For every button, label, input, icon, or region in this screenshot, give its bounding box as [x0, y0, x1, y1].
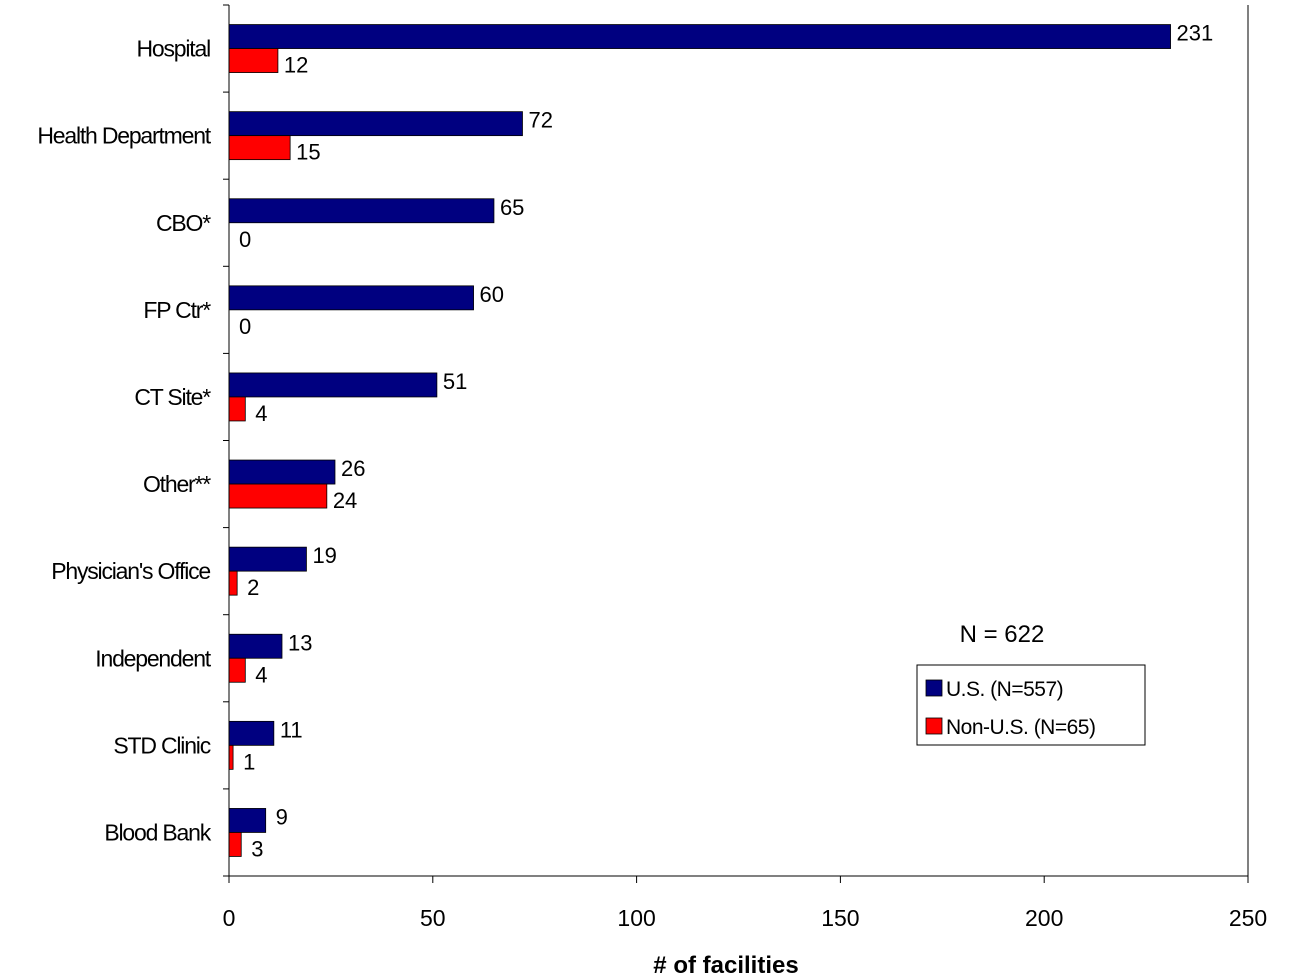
- bar-us: [228, 808, 267, 833]
- data-label: 65: [500, 195, 524, 220]
- x-tick-label: 0: [223, 905, 236, 931]
- x-tick-label: 250: [1229, 905, 1267, 931]
- axes-layer: [223, 4, 1249, 883]
- x-tick-label: 50: [420, 905, 446, 931]
- bar-non-us: [228, 135, 291, 161]
- bar-non-us: [228, 744, 234, 770]
- bar-us: [228, 459, 336, 485]
- data-label: 9: [276, 804, 288, 829]
- data-label: 72: [528, 108, 552, 133]
- data-label: 3: [251, 836, 263, 861]
- data-label: 4: [255, 401, 267, 426]
- bars-layer: [228, 24, 1171, 857]
- x-tick-label: 200: [1025, 905, 1063, 931]
- data-label: 51: [443, 369, 467, 394]
- legend-box: [916, 664, 1146, 746]
- bar-non-us: [228, 48, 279, 73]
- legend: U.S. (N=557) Non-U.S. (N=65): [916, 664, 1146, 746]
- n-total-label: N = 622: [960, 621, 1045, 648]
- data-label: 0: [239, 314, 251, 339]
- data-label: 12: [284, 53, 308, 78]
- bar-non-us: [228, 483, 328, 509]
- bar-us: [228, 720, 275, 746]
- bar-us: [228, 546, 307, 572]
- data-label: 26: [341, 456, 365, 481]
- data-label: 19: [312, 543, 336, 568]
- bar-us: [228, 111, 523, 137]
- x-axis-title: # of facilities: [653, 952, 798, 979]
- bar-us: [228, 372, 438, 398]
- bar-non-us: [228, 396, 246, 422]
- category-label: Health Department: [37, 123, 211, 149]
- bar-us: [228, 198, 495, 224]
- category-label: Hospital: [137, 36, 211, 62]
- x-tick-label: 100: [617, 905, 655, 931]
- data-label: 0: [239, 227, 251, 252]
- legend-label: Non-U.S. (N=65): [946, 716, 1095, 739]
- bar-us: [228, 633, 283, 659]
- data-label: 60: [480, 282, 504, 307]
- legend-label: U.S. (N=557): [946, 678, 1063, 701]
- bar-non-us: [228, 570, 238, 596]
- data-label: 2: [247, 575, 259, 600]
- bar-non-us: [228, 832, 242, 857]
- category-label: CBO*: [156, 210, 211, 236]
- data-label: 231: [1177, 21, 1214, 46]
- data-label: 4: [255, 662, 267, 687]
- data-label: 24: [333, 488, 357, 513]
- category-label: CT Site*: [134, 384, 211, 410]
- category-label: FP Ctr*: [143, 297, 211, 323]
- category-label: Independent: [95, 645, 212, 671]
- category-label: STD Clinic: [113, 732, 210, 758]
- bar-non-us: [228, 657, 246, 683]
- category-label: Blood Bank: [104, 819, 211, 845]
- data-label: 11: [280, 717, 303, 742]
- category-label: Other**: [143, 471, 211, 497]
- legend-swatch: [925, 679, 943, 697]
- bar-us: [228, 285, 474, 311]
- category-label: Physician's Office: [51, 558, 210, 584]
- bar-us: [228, 24, 1171, 49]
- data-label: 1: [243, 749, 255, 774]
- data-label: 15: [296, 140, 320, 165]
- x-tick-label: 150: [821, 905, 859, 931]
- data-label: 13: [288, 630, 312, 655]
- legend-swatch: [925, 717, 943, 735]
